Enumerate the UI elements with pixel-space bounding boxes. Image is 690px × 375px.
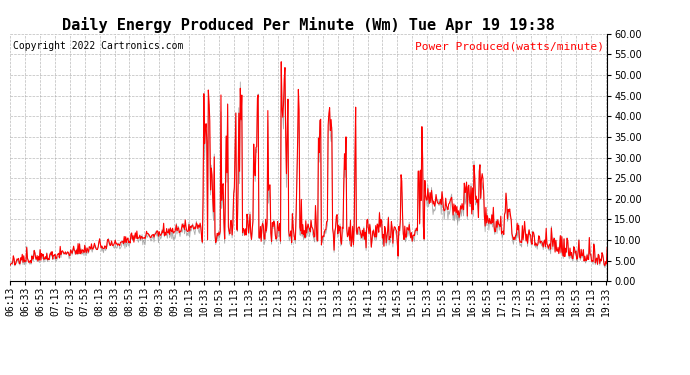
Title: Daily Energy Produced Per Minute (Wm) Tue Apr 19 19:38: Daily Energy Produced Per Minute (Wm) Tu… — [62, 16, 555, 33]
Text: Copyright 2022 Cartronics.com: Copyright 2022 Cartronics.com — [13, 41, 184, 51]
Text: Power Produced(watts/minute): Power Produced(watts/minute) — [415, 41, 604, 51]
